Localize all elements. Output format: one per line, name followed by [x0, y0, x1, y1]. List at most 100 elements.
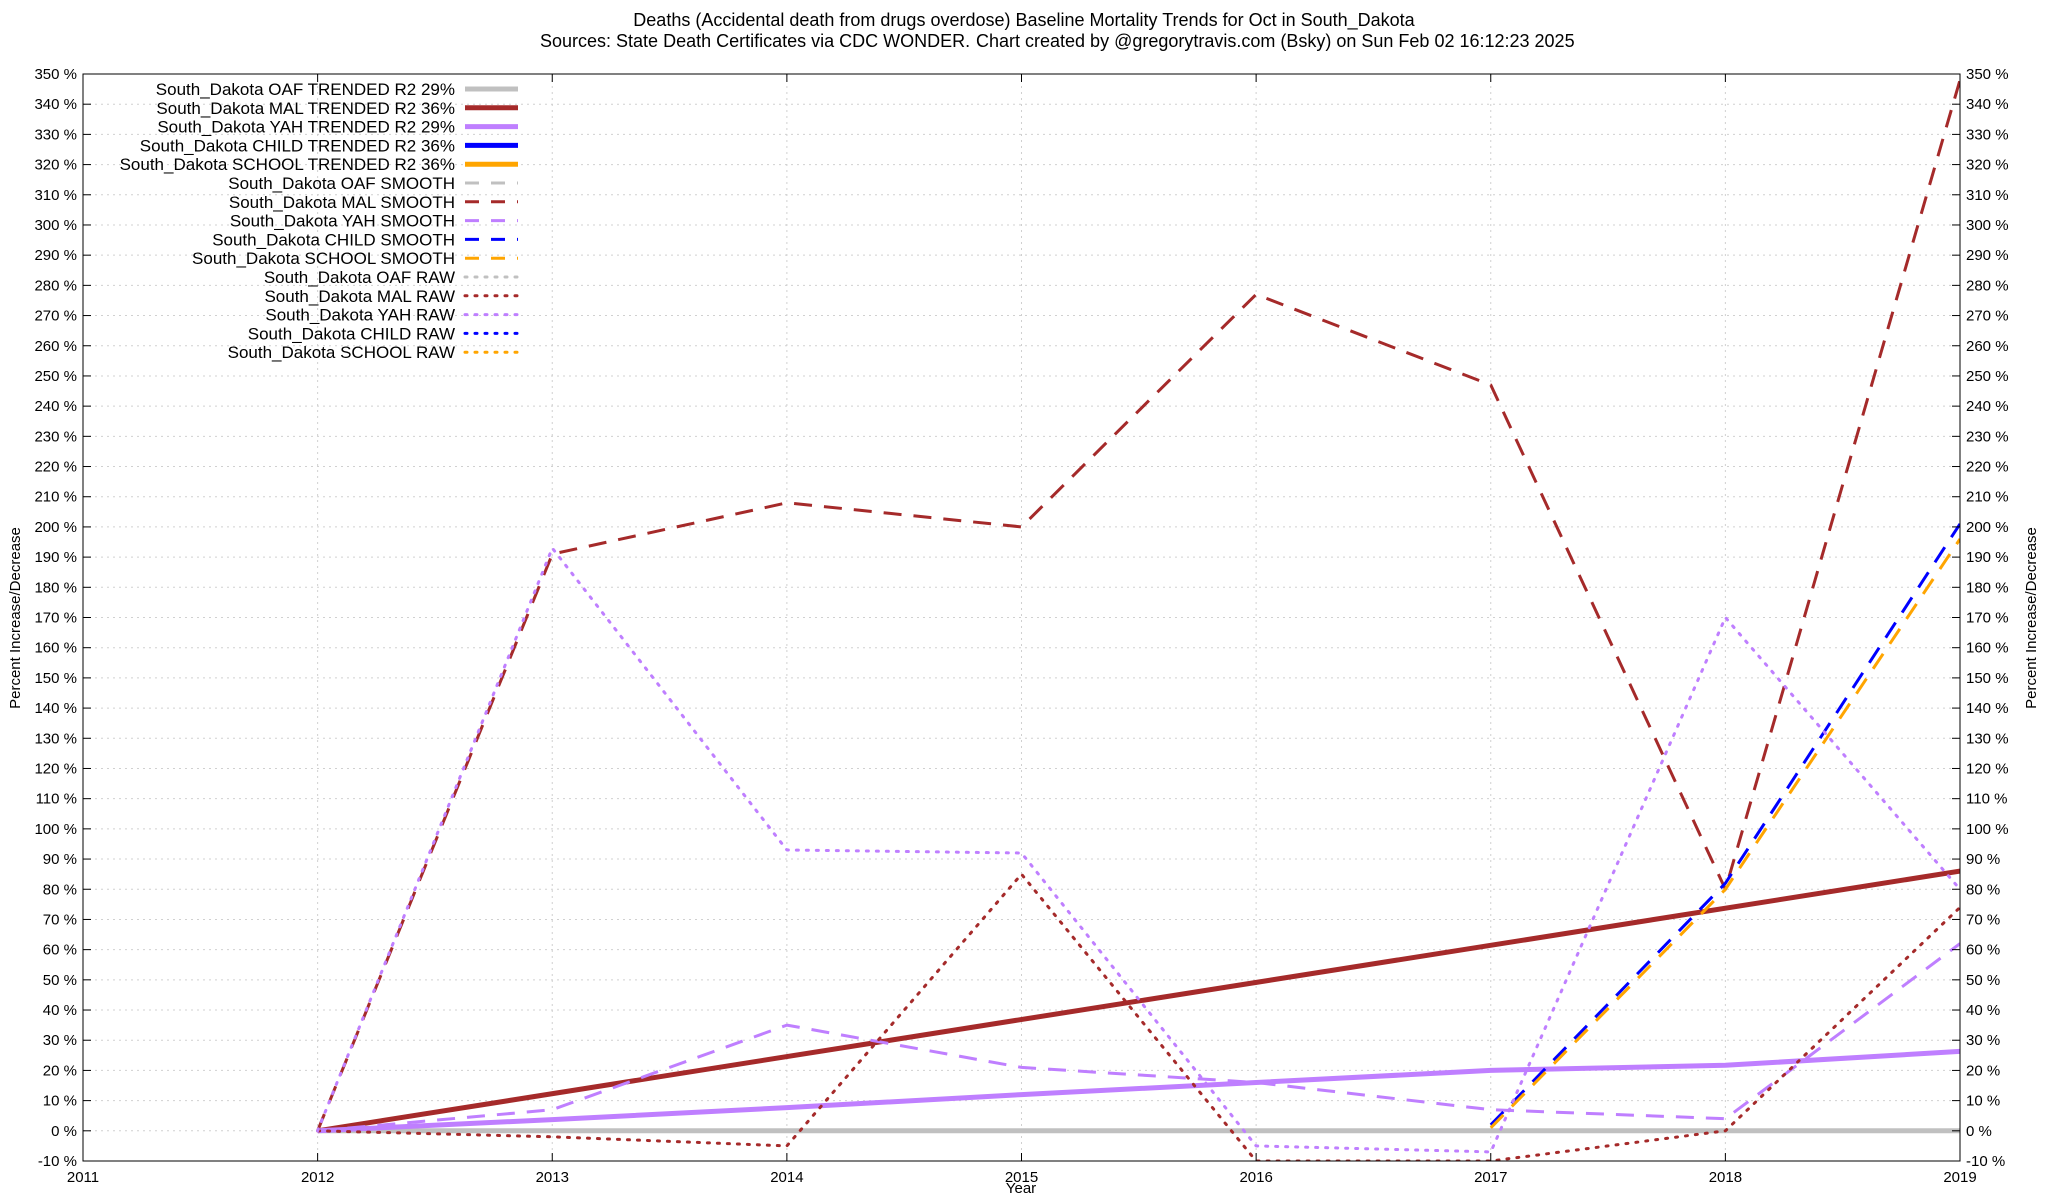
legend-label: South_Dakota CHILD TRENDED R2 36%: [140, 136, 455, 155]
legend-label: South_Dakota MAL SMOOTH: [229, 193, 455, 212]
y-tick-label-right: 20 %: [1966, 1062, 2000, 1079]
y-tick-label-left: 240 %: [34, 398, 77, 415]
legend-label: South_Dakota YAH RAW: [265, 306, 455, 325]
y-tick-label-left: 290 %: [34, 247, 77, 264]
y-tick-label-right: 120 %: [1966, 760, 2009, 777]
y-tick-label-left: 60 %: [43, 942, 77, 959]
y-tick-label-left: 100 %: [34, 821, 77, 838]
y-tick-label-right: 60 %: [1966, 942, 2000, 959]
y-tick-label-right: 160 %: [1966, 640, 2009, 657]
legend-label: South_Dakota CHILD RAW: [248, 324, 455, 343]
y-tick-label-left: 270 %: [34, 308, 77, 325]
y-tick-label-left: 210 %: [34, 489, 77, 506]
y-tick-label-right: 0 %: [1966, 1123, 1992, 1140]
y-tick-label-left: 190 %: [34, 549, 77, 566]
y-tick-label-right: 270 %: [1966, 308, 2009, 325]
y-tick-label-right: 280 %: [1966, 277, 2009, 294]
y-tick-label-right: 190 %: [1966, 549, 2009, 566]
legend-label: South_Dakota YAH SMOOTH: [230, 212, 455, 231]
y-tick-label-right: 100 %: [1966, 821, 2009, 838]
y-tick-label-right: 200 %: [1966, 519, 2009, 536]
y-tick-label-left: 150 %: [34, 670, 77, 687]
y-tick-label-left: 160 %: [34, 640, 77, 657]
y-tick-label-right: 70 %: [1966, 911, 2000, 928]
axis-ticks: -10 % -10 % 0 % 0 % 10 % 10 % 20 % 20 % 30 % 30 %…: [34, 66, 2008, 1186]
y-tick-label-right: 130 %: [1966, 730, 2009, 747]
y-tick-label-left: -10 %: [38, 1153, 77, 1170]
y-tick-label-right: 290 %: [1966, 247, 2009, 264]
y-tick-label-left: 30 %: [43, 1032, 77, 1049]
series-line-8: [1489, 523, 1960, 1126]
series-line-7: [317, 942, 1960, 1133]
y-tick-label-right: 250 %: [1966, 368, 2009, 385]
x-tick-label: 2018: [1709, 1169, 1742, 1186]
y-tick-label-right: 50 %: [1966, 972, 2000, 989]
chart-credit: Chart created by @gregorytravis.com (Bsk…: [976, 31, 1575, 51]
y-tick-label-left: 310 %: [34, 187, 77, 204]
chart-title: Deaths (Accidental death from drugs over…: [633, 10, 1415, 31]
grid: [83, 74, 1960, 1161]
series-line-1: [317, 868, 1960, 1134]
y-tick-label-right: 140 %: [1966, 700, 2009, 717]
y-tick-label-left: 70 %: [43, 911, 77, 928]
y-tick-label-right: 80 %: [1966, 881, 2000, 898]
y-tick-label-right: 260 %: [1966, 338, 2009, 355]
y-tick-label-left: 0 %: [51, 1123, 77, 1140]
legend-label: South_Dakota OAF TRENDED R2 29%: [156, 80, 455, 99]
y-tick-label-left: 350 %: [34, 66, 77, 83]
series-line-2: [317, 1048, 1960, 1134]
y-tick-label-left: 330 %: [34, 126, 77, 143]
y-tick-label-right: 170 %: [1966, 610, 2009, 627]
legend-label: South_Dakota MAL RAW: [264, 287, 455, 306]
legend-label: South_Dakota YAH TRENDED R2 29%: [157, 118, 455, 137]
y-tick-label-right: 350 %: [1966, 66, 2009, 83]
y-tick-label-right: 180 %: [1966, 579, 2009, 596]
y-tick-label-right: 220 %: [1966, 459, 2009, 476]
y-tick-label-left: 50 %: [43, 972, 77, 989]
y-tick-label-right: 340 %: [1966, 96, 2009, 113]
legend-label: South_Dakota SCHOOL TRENDED R2 36%: [120, 155, 455, 174]
series-line-6: [316, 79, 1960, 1132]
x-tick-label: 2015: [1005, 1169, 1038, 1186]
y-tick-label-right: 40 %: [1966, 1002, 2000, 1019]
y-tick-label-right: 10 %: [1966, 1093, 2000, 1110]
legend-label: South_Dakota OAF SMOOTH: [228, 174, 455, 193]
y-tick-label-left: 10 %: [43, 1093, 77, 1110]
y-tick-label-left: 130 %: [34, 730, 77, 747]
y-tick-label-left: 280 %: [34, 277, 77, 294]
y-tick-label-right: 320 %: [1966, 157, 2009, 174]
y-tick-label-right: 30 %: [1966, 1032, 2000, 1049]
y-tick-label-left: 180 %: [34, 579, 77, 596]
y-tick-label-left: 200 %: [34, 519, 77, 536]
series-line-11: [316, 872, 1960, 1161]
y-tick-label-right: 230 %: [1966, 428, 2009, 445]
plot-series: [316, 79, 1960, 1161]
legend: South_Dakota OAF TRENDED R2 29%South_Dak…: [120, 80, 520, 362]
y-tick-label-right: 310 %: [1966, 187, 2009, 204]
series-line-12: [316, 546, 1960, 1154]
chart-source: Sources: State Death Certificates via CD…: [540, 31, 970, 51]
y-tick-label-right: 300 %: [1966, 217, 2009, 234]
x-tick-label: 2014: [770, 1169, 803, 1186]
x-tick-label: 2017: [1474, 1169, 1507, 1186]
legend-label: South_Dakota SCHOOL SMOOTH: [192, 249, 455, 268]
y-tick-label-left: 120 %: [34, 760, 77, 777]
y-tick-label-left: 110 %: [36, 791, 77, 808]
y-tick-label-left: 320 %: [34, 157, 77, 174]
x-axis-label: Year: [1006, 1180, 1036, 1197]
x-tick-label: 2011: [67, 1169, 99, 1186]
x-tick-label: 2012: [301, 1169, 334, 1186]
y-tick-label-left: 260 %: [34, 338, 77, 355]
y-tick-label-left: 80 %: [43, 881, 77, 898]
y-tick-label-left: 340 %: [34, 96, 77, 113]
y-tick-label-right: 150 %: [1966, 670, 2009, 687]
legend-label: South_Dakota MAL TRENDED R2 36%: [156, 99, 455, 118]
y-tick-label-left: 40 %: [43, 1002, 77, 1019]
y-tick-label-left: 20 %: [43, 1062, 77, 1079]
y-tick-label-right: 330 %: [1966, 126, 2009, 143]
y-tick-label-left: 300 %: [34, 217, 77, 234]
y-tick-label-right: 90 %: [1966, 851, 2000, 868]
legend-label: South_Dakota SCHOOL RAW: [228, 343, 455, 362]
y-tick-label-left: 250 %: [34, 368, 77, 385]
